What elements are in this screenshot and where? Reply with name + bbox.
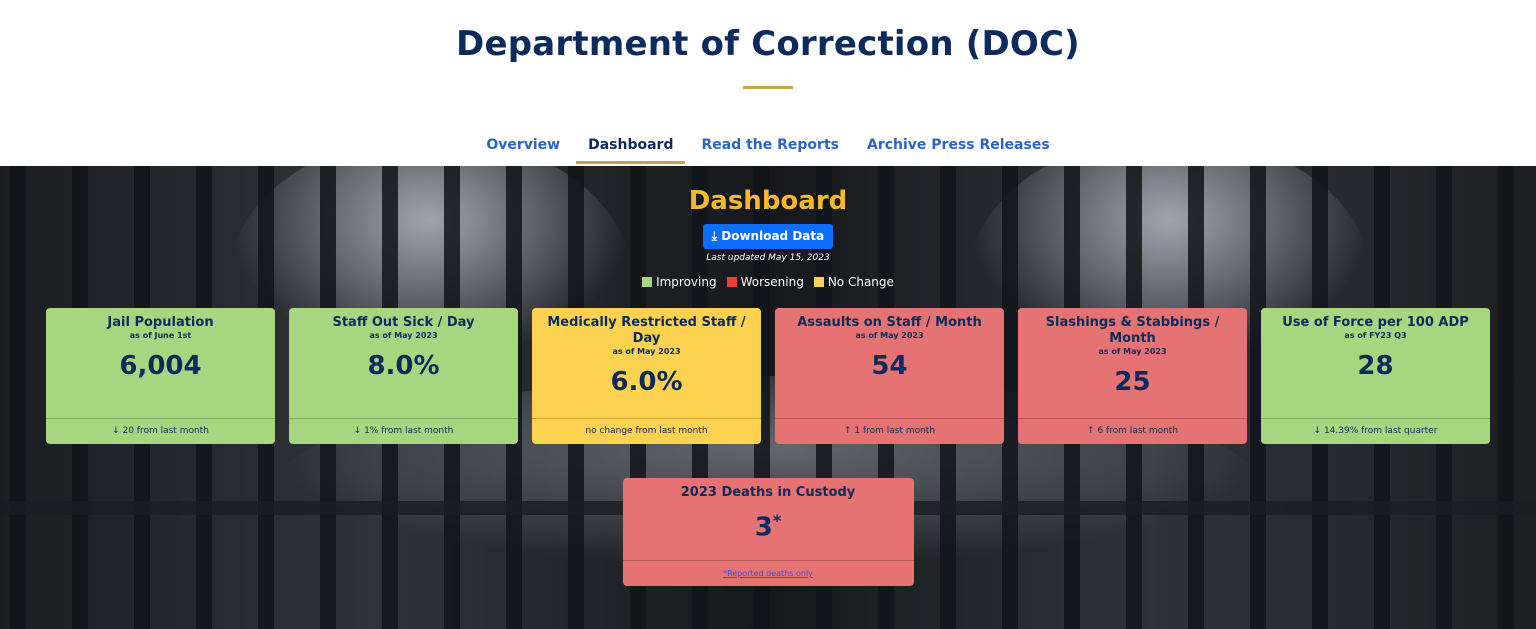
card-title: Slashings & Stabbings / Month bbox=[1045, 315, 1220, 346]
legend-label: Improving bbox=[656, 275, 717, 289]
download-button[interactable]: ⤓ Download Data bbox=[702, 224, 834, 249]
nav-link[interactable]: Read the Reports bbox=[701, 137, 839, 153]
card-value: 3* bbox=[623, 511, 914, 543]
value-marker: * bbox=[772, 511, 782, 530]
card-title: Use of Force per 100 ADP bbox=[1282, 315, 1469, 330]
dashboard-content: Dashboard ⤓ Download Data Last updated M… bbox=[0, 166, 1536, 586]
legend-item: Worsening bbox=[726, 275, 804, 289]
card-row: Jail Population as of June 1st 6,004 ↓ 20 f… bbox=[0, 308, 1536, 444]
card-subtitle: as of June 1st bbox=[129, 331, 192, 340]
card-footer: *Reported deaths only bbox=[622, 560, 914, 586]
card-value: 25 bbox=[1114, 367, 1151, 397]
card-title: Assaults on Staff / Month bbox=[797, 315, 982, 330]
metric-card: Slashings & Stabbings / Month as of May 2… bbox=[1018, 308, 1247, 444]
nav-bar: Overview Dashboard Read the Reports Archive… bbox=[0, 134, 1536, 164]
nav-link[interactable]: Dashboard bbox=[576, 134, 686, 164]
dashboard-section: Dashboard ⤓ Download Data Last updated M… bbox=[0, 166, 1536, 629]
card-value: 8.0% bbox=[367, 351, 440, 381]
card-value: 28 bbox=[1357, 351, 1394, 381]
card-footer: no change from last month bbox=[532, 418, 761, 444]
card-subtitle: as of May 2023 bbox=[1098, 347, 1167, 356]
card-title: Medically Restricted Staff / Day bbox=[547, 315, 746, 346]
legend-label: Worsening bbox=[740, 275, 804, 289]
card-subtitle: as of May 2023 bbox=[855, 331, 924, 340]
title-rule bbox=[743, 86, 793, 89]
legend-swatch bbox=[813, 277, 824, 287]
card-value: 54 bbox=[871, 351, 908, 381]
legend-label: No Change bbox=[827, 275, 894, 289]
metric-card: Medically Restricted Staff / Day as of Ma… bbox=[532, 308, 761, 444]
value-text: 3 bbox=[754, 512, 773, 543]
legend-swatch bbox=[642, 277, 653, 287]
nav-link[interactable]: Archive Press Releases bbox=[866, 137, 1050, 153]
card-subtitle: as of FY23 Q3 bbox=[1344, 331, 1407, 340]
page-title: Department of Correction (DOC) bbox=[456, 24, 1080, 64]
last-updated: Last updated May 15, 2023 bbox=[706, 253, 830, 263]
card-value: 6.0% bbox=[610, 367, 683, 397]
metric-card: Staff Out Sick / Day as of May 2023 8.0% ↓ … bbox=[289, 308, 518, 444]
footnote-link[interactable]: *Reported deaths only bbox=[723, 569, 813, 578]
metric-card: Use of Force per 100 ADP as of FY23 Q3 28 ↓… bbox=[1261, 308, 1490, 444]
card-title: 2023 Deaths in Custody bbox=[680, 485, 856, 500]
card-title: Jail Population bbox=[107, 315, 214, 330]
card-footer: ↓ 1% from last month bbox=[289, 418, 518, 444]
card-footer: ↓ 14.39% from last quarter bbox=[1261, 418, 1490, 444]
legend-swatch bbox=[726, 277, 737, 287]
legend-item: Improving bbox=[642, 275, 717, 289]
card-footer: ↓ 20 from last month bbox=[46, 418, 275, 444]
dashboard-title: Dashboard bbox=[688, 186, 848, 216]
legend-item: No Change bbox=[813, 275, 894, 289]
card-footer: ↑ 1 from last month bbox=[775, 418, 1004, 444]
download-label: Download Data bbox=[721, 229, 825, 243]
card-footer: ↑ 6 from last month bbox=[1018, 418, 1247, 444]
legend: Improving Worsening No Change bbox=[0, 275, 1536, 289]
metric-card: Jail Population as of June 1st 6,004 ↓ 20 f… bbox=[46, 308, 275, 444]
header: Department of Correction (DOC) Overview D… bbox=[0, 0, 1536, 166]
metric-card: Assaults on Staff / Month as of May 2023 5… bbox=[775, 308, 1004, 444]
card-subtitle: as of May 2023 bbox=[612, 347, 681, 356]
deaths-card: 2023 Deaths in Custody 3* *Reported deat… bbox=[622, 478, 914, 586]
card-subtitle: as of May 2023 bbox=[369, 331, 438, 340]
nav-link[interactable]: Overview bbox=[486, 137, 561, 153]
card-title: Staff Out Sick / Day bbox=[332, 315, 475, 330]
card-value: 6,004 bbox=[119, 351, 202, 381]
